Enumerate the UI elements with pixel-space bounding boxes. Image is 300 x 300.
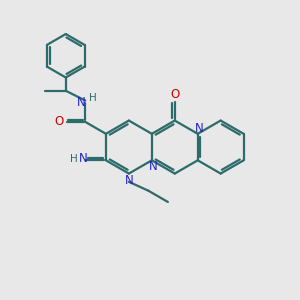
Text: H: H xyxy=(89,94,97,103)
Text: O: O xyxy=(170,88,179,101)
Text: N: N xyxy=(149,160,158,173)
Text: N: N xyxy=(77,95,86,109)
Text: O: O xyxy=(54,116,64,128)
Text: H: H xyxy=(70,154,77,164)
Text: N: N xyxy=(195,122,204,135)
Text: N: N xyxy=(124,173,133,187)
Text: N: N xyxy=(79,152,88,165)
